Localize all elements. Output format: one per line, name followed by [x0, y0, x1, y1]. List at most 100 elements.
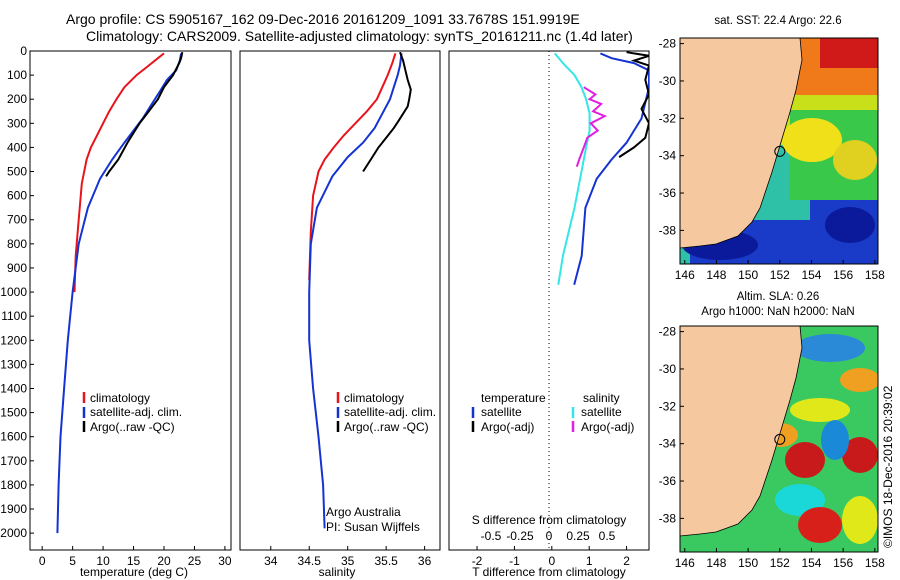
series-line-0	[308, 53, 397, 281]
lat-tick-label: -34	[659, 149, 677, 163]
depth-tick-label: 1600	[0, 430, 27, 444]
sst-map: sat. SST: 22.4 Argo: 22.6 146 148 150 152 15…	[659, 15, 886, 282]
lon-tick-label: 152	[770, 556, 790, 570]
depth-tick-label: 1300	[0, 357, 27, 371]
t-difference-label: T difference from climatology	[472, 565, 626, 579]
series-line-2	[105, 52, 184, 177]
temperature-xlabel: temperature (deg C)	[80, 565, 188, 579]
lon-tick-label: 146	[675, 556, 695, 570]
depth-tick-label: 1900	[0, 502, 27, 516]
difference-x-axis: -2 -1 0 1 2 -0.5 -0.25 0 0.25 0.5	[472, 529, 631, 568]
lat-tick-label: -36	[659, 474, 677, 488]
temperature-series	[56, 52, 184, 534]
argo-australia-label: Argo Australia	[326, 505, 401, 519]
difference-series	[554, 51, 649, 286]
float-position-marker	[774, 433, 786, 445]
depth-tick-label: 1800	[0, 478, 27, 492]
salinity-panel: 34 34.5 35 35.5 36 salinity climatology sate…	[239, 50, 441, 579]
x-tick-label: 5	[69, 554, 76, 568]
s-tick-label: 0.25	[566, 529, 590, 543]
salinity-xlabel: salinity	[319, 565, 356, 579]
x-tick-label: 0	[548, 554, 555, 568]
series-line-0	[73, 52, 165, 293]
legend-salinity-title: salinity	[583, 391, 620, 405]
x-tick-label: 2	[623, 554, 630, 568]
sla-map-axes: 146 148 150 152 154 156 158 -28 -30 -32 -34 -36 -38	[659, 325, 886, 570]
series-line-1	[308, 53, 403, 529]
temperature-x-axis: 0 5 10 15 20 25 30	[39, 546, 232, 568]
x-tick-label: 25	[188, 554, 202, 568]
temperature-legend: climatology satellite-adj. clim. Argo(..…	[82, 391, 182, 434]
sla-map-title-2: Argo h1000: NaN h2000: NaN	[701, 306, 854, 318]
s-tick-label: -0.5	[481, 529, 502, 543]
lon-tick-label: 156	[833, 268, 853, 282]
lon-tick-label: 146	[675, 268, 695, 282]
salinity-x-axis: 34 34.5 35 35.5 36	[264, 546, 432, 568]
lat-tick-label: -32	[659, 399, 677, 413]
x-tick-label: 36	[418, 554, 432, 568]
pi-label: PI: Susan Wijffels	[326, 520, 420, 534]
salinity-legend: climatology satellite-adj. clim. Argo(..…	[336, 391, 436, 434]
legend-argo: Argo(..raw -QC)	[90, 420, 175, 434]
depth-tick-label: 1100	[1, 309, 27, 323]
lat-tick-label: -38	[659, 223, 677, 237]
x-tick-label: 34	[264, 554, 278, 568]
lon-tick-label: 154	[801, 556, 821, 570]
legend-t-argo: Argo(-adj)	[481, 420, 534, 434]
depth-tick-label: 400	[7, 140, 27, 154]
legend-satellite: satellite-adj. clim.	[344, 405, 436, 419]
lat-tick-label: -38	[659, 511, 677, 525]
s-tick-label: 0	[546, 529, 553, 543]
difference-legend: temperature salinity satellite Argo(-adj…	[471, 391, 634, 434]
temperature-panel: 0100200300400500600700800900100011001200…	[0, 44, 453, 579]
difference-panel: -2 -1 0 1 2 -0.5 -0.25 0 0.25 0.5 S difference fr…	[448, 50, 650, 579]
sla-map-title-1: Altim. SLA: 0.26	[737, 291, 819, 303]
series-line-1	[618, 51, 649, 158]
sst-map-axes: 146 148 150 152 154 156 158 -28 -30 -32 -34 -36 -38	[659, 37, 886, 282]
header-line1: Argo profile: CS 5905167_162 09-Dec-2016…	[66, 11, 580, 27]
legend-satellite: satellite-adj. clim.	[90, 405, 182, 419]
lon-tick-label: 156	[833, 556, 853, 570]
x-tick-label: 1	[586, 554, 593, 568]
lon-tick-label: 148	[706, 268, 726, 282]
s-tick-label: 0.5	[599, 529, 616, 543]
lat-tick-label: -30	[659, 362, 677, 376]
lon-tick-label: 152	[770, 268, 790, 282]
depth-tick-label: 500	[7, 165, 27, 179]
lon-tick-label: 154	[801, 268, 821, 282]
legend-s-argo: Argo(-adj)	[581, 420, 634, 434]
x-tick-label: 35	[341, 554, 355, 568]
series-line-2	[362, 51, 412, 173]
lat-tick-label: -36	[659, 186, 677, 200]
x-tick-label: 0	[39, 554, 46, 568]
lat-tick-label: -32	[659, 111, 677, 125]
depth-tick-label: 1000	[0, 285, 27, 299]
x-tick-label: -2	[472, 554, 483, 568]
x-tick-label: 30	[218, 554, 232, 568]
legend-t-satellite: satellite	[481, 405, 522, 419]
lon-tick-label: 150	[738, 268, 758, 282]
x-tick-label: 15	[127, 554, 141, 568]
depth-tick-label: 300	[7, 116, 27, 130]
depth-axis: 0 100 200 300 400 500 600 700 800 900 1000 1100 1200…	[0, 44, 453, 540]
x-tick-label: 20	[157, 554, 171, 568]
lat-tick-label: -28	[659, 37, 677, 51]
series-line-0	[573, 52, 649, 286]
x-tick-label: 10	[96, 554, 110, 568]
salinity-series	[308, 51, 412, 529]
series-line-3	[575, 86, 608, 168]
header-line2: Climatology: CARS2009. Satellite-adjuste…	[86, 28, 633, 44]
depth-tick-label: 600	[7, 189, 27, 203]
depth-tick-label: 800	[7, 237, 27, 251]
lat-tick-label: -28	[659, 325, 677, 339]
lon-tick-label: 158	[865, 268, 885, 282]
depth-tick-label: 1200	[0, 333, 27, 347]
series-line-1	[56, 53, 183, 534]
lon-tick-label: 148	[706, 556, 726, 570]
lon-tick-label: 150	[738, 556, 758, 570]
sla-map: Altim. SLA: 0.26 Argo h1000: NaN h2000: …	[659, 291, 886, 570]
float-position-marker	[774, 145, 786, 157]
lon-tick-label: 158	[865, 556, 885, 570]
x-tick-label: -1	[509, 554, 520, 568]
lat-tick-label: -30	[659, 74, 677, 88]
